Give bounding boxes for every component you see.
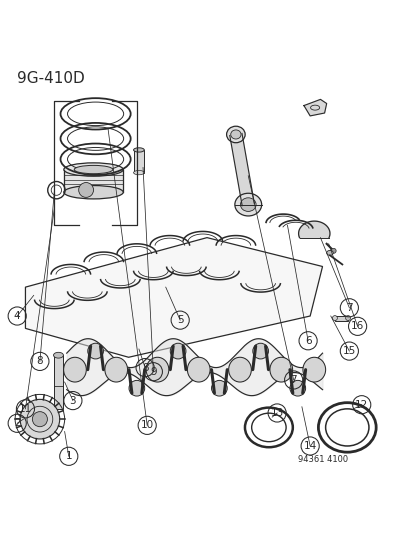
Text: 7: 7 <box>290 375 296 385</box>
Ellipse shape <box>146 357 169 382</box>
Text: 15: 15 <box>342 346 355 356</box>
Circle shape <box>330 248 335 253</box>
Ellipse shape <box>64 163 123 176</box>
Text: 9: 9 <box>150 367 156 377</box>
Ellipse shape <box>302 357 325 382</box>
Text: 1: 1 <box>65 451 72 461</box>
Bar <box>53 355 63 409</box>
Ellipse shape <box>187 357 209 382</box>
Text: 5: 5 <box>176 315 183 325</box>
Circle shape <box>78 182 93 197</box>
Text: 4: 4 <box>14 311 21 321</box>
Polygon shape <box>25 238 322 357</box>
Polygon shape <box>298 221 329 238</box>
Ellipse shape <box>88 343 103 359</box>
Ellipse shape <box>64 185 123 199</box>
Text: 8: 8 <box>36 357 43 366</box>
Ellipse shape <box>170 343 185 359</box>
Ellipse shape <box>345 316 350 320</box>
Ellipse shape <box>74 165 113 174</box>
Text: 10: 10 <box>140 421 153 430</box>
Polygon shape <box>64 169 123 192</box>
Ellipse shape <box>230 130 240 139</box>
Ellipse shape <box>129 381 145 396</box>
Ellipse shape <box>133 171 144 175</box>
Ellipse shape <box>226 126 244 143</box>
Polygon shape <box>229 133 254 206</box>
Text: 3: 3 <box>69 395 76 406</box>
Circle shape <box>20 399 59 439</box>
Text: 6: 6 <box>304 336 311 346</box>
Ellipse shape <box>252 343 268 359</box>
Circle shape <box>32 411 47 427</box>
Text: 94361 4100: 94361 4100 <box>297 455 347 464</box>
Ellipse shape <box>240 198 256 212</box>
Ellipse shape <box>133 148 144 152</box>
Ellipse shape <box>269 357 292 382</box>
Ellipse shape <box>228 357 251 382</box>
Text: 14: 14 <box>303 441 316 451</box>
Text: 2: 2 <box>14 418 21 429</box>
Polygon shape <box>303 99 326 116</box>
Text: 16: 16 <box>350 321 363 332</box>
Ellipse shape <box>211 381 227 396</box>
Text: 8: 8 <box>142 362 148 373</box>
Text: 7: 7 <box>345 303 352 313</box>
Ellipse shape <box>234 193 261 216</box>
Ellipse shape <box>289 381 305 396</box>
Ellipse shape <box>53 352 63 358</box>
Bar <box>133 150 144 173</box>
Ellipse shape <box>332 316 337 320</box>
Ellipse shape <box>104 357 127 382</box>
Bar <box>334 316 347 320</box>
Text: 9G-410D: 9G-410D <box>17 70 85 85</box>
Ellipse shape <box>326 251 332 255</box>
Ellipse shape <box>64 357 86 382</box>
Text: 11: 11 <box>19 404 32 414</box>
Text: 12: 12 <box>354 400 368 410</box>
Text: 13: 13 <box>270 408 283 418</box>
